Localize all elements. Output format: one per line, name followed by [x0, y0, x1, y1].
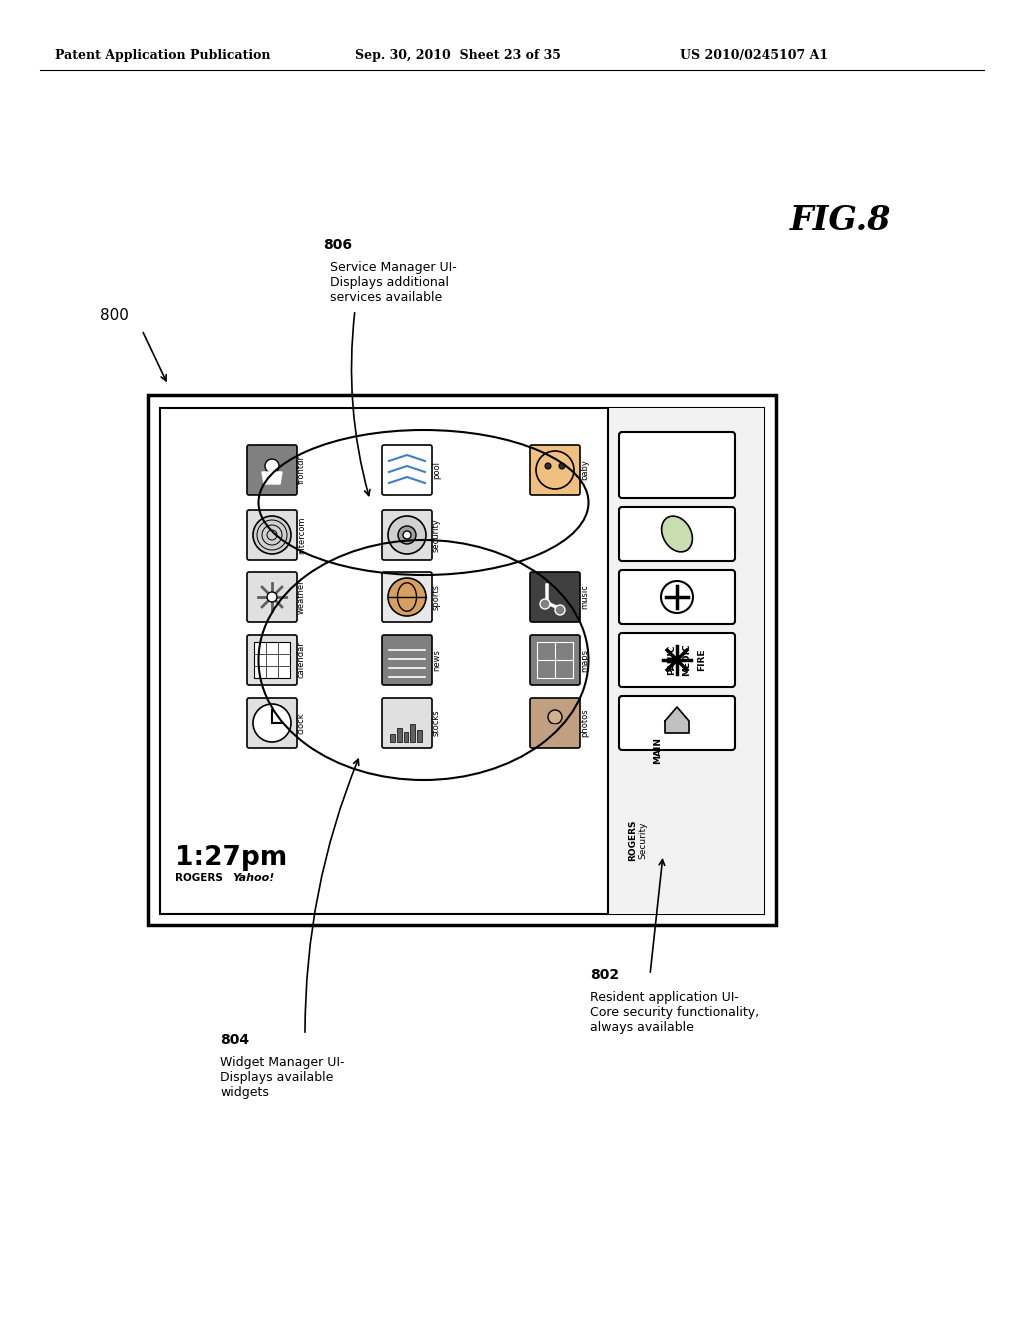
Bar: [403, 733, 409, 742]
Circle shape: [253, 516, 291, 554]
Bar: [254, 642, 290, 678]
Text: Widget Manager UI-
Displays available
widgets: Widget Manager UI- Displays available wi…: [220, 1056, 344, 1100]
Text: ROGERS: ROGERS: [175, 873, 223, 883]
Circle shape: [388, 578, 426, 616]
Text: 804: 804: [220, 1034, 249, 1047]
Polygon shape: [665, 708, 689, 733]
Text: photos: photos: [580, 709, 589, 738]
Text: Sep. 30, 2010  Sheet 23 of 35: Sep. 30, 2010 Sheet 23 of 35: [355, 49, 561, 62]
FancyBboxPatch shape: [382, 445, 432, 495]
Circle shape: [398, 525, 416, 544]
Bar: [397, 729, 401, 742]
FancyBboxPatch shape: [530, 698, 580, 748]
FancyBboxPatch shape: [618, 507, 735, 561]
Text: Yahoo!: Yahoo!: [232, 873, 274, 883]
Circle shape: [267, 591, 278, 602]
Text: Security: Security: [638, 821, 647, 859]
Circle shape: [253, 704, 291, 742]
FancyBboxPatch shape: [530, 572, 580, 622]
Text: calendar: calendar: [297, 642, 306, 678]
FancyBboxPatch shape: [530, 635, 580, 685]
FancyBboxPatch shape: [382, 698, 432, 748]
Circle shape: [540, 599, 550, 609]
FancyBboxPatch shape: [618, 696, 735, 750]
Text: weather: weather: [297, 579, 306, 614]
Text: MAIN: MAIN: [653, 737, 662, 763]
Text: Patent Application Publication: Patent Application Publication: [55, 49, 270, 62]
Bar: [608, 408, 764, 913]
FancyBboxPatch shape: [382, 635, 432, 685]
Text: news: news: [432, 649, 441, 671]
FancyBboxPatch shape: [618, 432, 735, 498]
FancyBboxPatch shape: [247, 445, 297, 495]
Text: Resident application UI-
Core security functionality,
always available: Resident application UI- Core security f…: [590, 991, 759, 1034]
Circle shape: [555, 605, 565, 615]
FancyBboxPatch shape: [247, 635, 297, 685]
Circle shape: [403, 531, 411, 539]
Polygon shape: [543, 725, 567, 739]
Circle shape: [265, 459, 279, 473]
Text: sports: sports: [432, 583, 441, 610]
Text: FIG.8: FIG.8: [790, 203, 892, 236]
Text: MEDIC: MEDIC: [682, 644, 691, 676]
Text: 802: 802: [590, 968, 620, 982]
FancyBboxPatch shape: [382, 510, 432, 560]
Ellipse shape: [662, 516, 692, 552]
FancyBboxPatch shape: [618, 634, 735, 686]
Text: 1:27pm: 1:27pm: [175, 845, 288, 871]
FancyBboxPatch shape: [247, 510, 297, 560]
Circle shape: [545, 463, 551, 469]
FancyBboxPatch shape: [148, 395, 776, 925]
Bar: [390, 734, 395, 742]
Text: maps: maps: [580, 648, 589, 672]
Text: pool: pool: [432, 461, 441, 479]
Bar: [411, 723, 415, 742]
Text: intercom: intercom: [297, 516, 306, 554]
Bar: [417, 730, 422, 742]
Circle shape: [388, 516, 426, 554]
FancyBboxPatch shape: [530, 445, 580, 495]
FancyBboxPatch shape: [160, 408, 764, 913]
FancyBboxPatch shape: [382, 572, 432, 622]
Circle shape: [548, 710, 562, 723]
Text: music: music: [580, 585, 589, 610]
Text: PANIC: PANIC: [667, 644, 676, 676]
Text: 806: 806: [323, 238, 352, 252]
Text: frontdr: frontdr: [297, 455, 306, 484]
Text: Service Manager UI-
Displays additional
services available: Service Manager UI- Displays additional …: [330, 261, 457, 304]
Text: security: security: [432, 519, 441, 552]
Text: 800: 800: [100, 308, 129, 322]
FancyBboxPatch shape: [618, 570, 735, 624]
Circle shape: [536, 451, 574, 488]
Circle shape: [559, 463, 565, 469]
Text: US 2010/0245107 A1: US 2010/0245107 A1: [680, 49, 828, 62]
Text: clock: clock: [297, 713, 306, 734]
Text: stocks: stocks: [432, 710, 441, 737]
Polygon shape: [262, 473, 282, 484]
FancyBboxPatch shape: [247, 698, 297, 748]
Text: baby: baby: [580, 459, 589, 480]
Text: ROGERS: ROGERS: [628, 820, 637, 861]
Text: FIRE: FIRE: [697, 648, 706, 672]
FancyBboxPatch shape: [247, 572, 297, 622]
